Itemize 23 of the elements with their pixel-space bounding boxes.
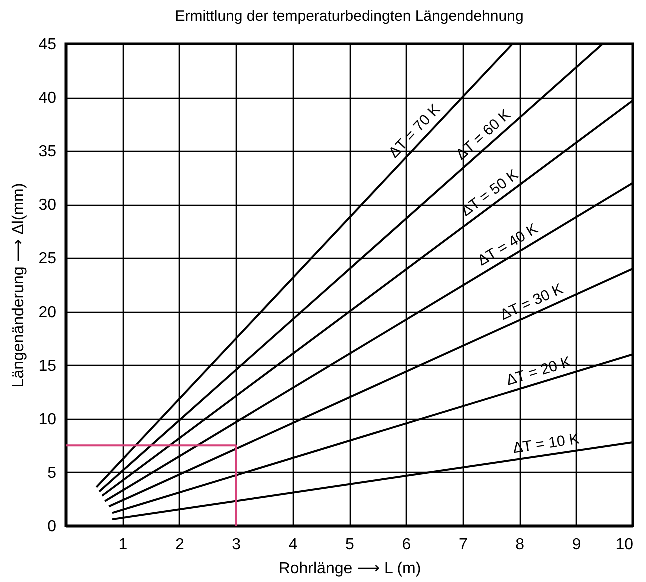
x-axis-title: Rohrlänge ⟶ L (m) bbox=[278, 560, 422, 578]
chart-title: Ermittlung der temperaturbedingten Längendehnung bbox=[175, 8, 524, 25]
y-tick-label: 45 bbox=[38, 36, 57, 54]
y-tick-label: 25 bbox=[38, 250, 57, 268]
x-tick-label: 8 bbox=[516, 536, 525, 554]
x-tick-label: 6 bbox=[402, 536, 412, 554]
x-tick-label: 10 bbox=[616, 536, 634, 554]
x-tick-label: 9 bbox=[572, 536, 582, 554]
y-tick-label: 20 bbox=[38, 304, 57, 322]
y-tick-label: 0 bbox=[48, 518, 57, 536]
x-tick-label: 1 bbox=[118, 536, 128, 554]
y-axis-title: Längenänderung ⟶ Δl(mm) bbox=[10, 183, 28, 388]
y-tick-label: 10 bbox=[38, 411, 57, 428]
y-tick-label: 40 bbox=[38, 90, 57, 108]
y-tick-label: 5 bbox=[48, 464, 57, 482]
x-tick-label: 4 bbox=[288, 536, 298, 554]
y-tick-label: 15 bbox=[38, 358, 57, 375]
x-tick-label: 7 bbox=[458, 536, 468, 554]
x-tick-label: 2 bbox=[175, 536, 184, 554]
x-tick-label: 3 bbox=[232, 536, 242, 554]
x-tick-label: 5 bbox=[346, 536, 355, 554]
y-tick-label: 30 bbox=[38, 197, 57, 214]
y-tick-label: 35 bbox=[38, 144, 57, 161]
